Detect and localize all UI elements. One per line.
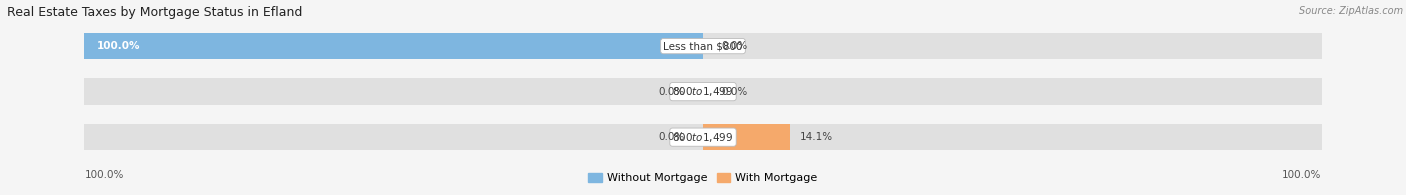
Text: Real Estate Taxes by Mortgage Status in Efland: Real Estate Taxes by Mortgage Status in … [7,6,302,19]
Bar [703,78,1322,105]
Text: $800 to $1,499: $800 to $1,499 [672,85,734,98]
Text: 0.0%: 0.0% [658,87,685,97]
Bar [703,124,790,150]
Bar [703,33,1322,59]
Text: 100.0%: 100.0% [1282,170,1322,181]
Text: 14.1%: 14.1% [800,132,832,142]
Bar [84,124,703,150]
Bar [84,78,703,105]
Text: Source: ZipAtlas.com: Source: ZipAtlas.com [1299,6,1403,16]
Text: 100.0%: 100.0% [97,41,141,51]
Text: 0.0%: 0.0% [721,87,748,97]
Text: 0.0%: 0.0% [658,132,685,142]
Text: 100.0%: 100.0% [84,170,124,181]
Text: $800 to $1,499: $800 to $1,499 [672,131,734,144]
Legend: Without Mortgage, With Mortgage: Without Mortgage, With Mortgage [583,168,823,188]
Bar [84,33,703,59]
Bar [703,124,1322,150]
Text: Less than $800: Less than $800 [664,41,742,51]
Text: 0.0%: 0.0% [721,41,748,51]
Bar [84,33,703,59]
